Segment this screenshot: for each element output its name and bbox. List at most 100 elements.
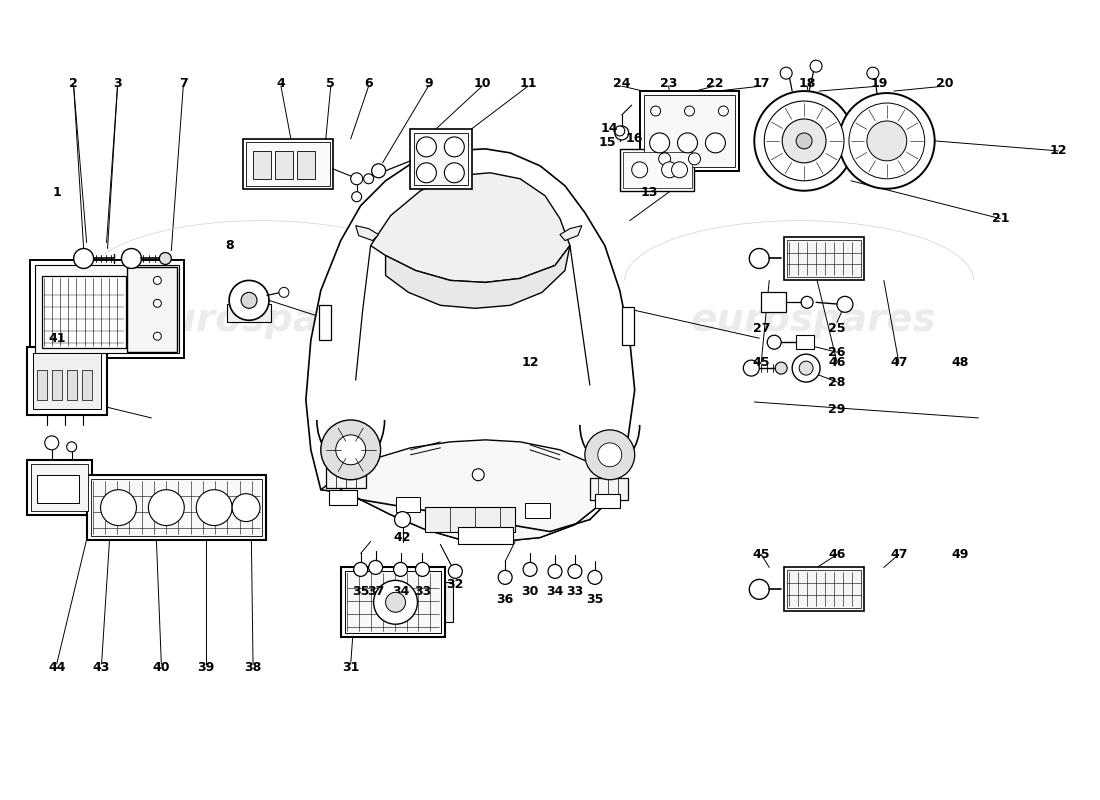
Text: 35: 35	[352, 585, 370, 598]
Text: 11: 11	[519, 77, 537, 90]
Circle shape	[849, 103, 925, 178]
Circle shape	[417, 137, 437, 157]
Text: 20: 20	[936, 77, 954, 90]
Bar	[243, 139, 333, 189]
Bar	[31, 464, 88, 510]
Circle shape	[352, 192, 362, 202]
Bar	[525, 502, 550, 518]
Circle shape	[650, 133, 670, 153]
Circle shape	[615, 126, 629, 140]
Bar	[341, 567, 446, 637]
Circle shape	[148, 490, 185, 526]
Bar	[623, 152, 692, 188]
Text: eurospares: eurospares	[690, 302, 936, 339]
Text: 28: 28	[828, 375, 846, 389]
Circle shape	[587, 570, 602, 584]
Bar	[788, 239, 861, 278]
Circle shape	[374, 580, 418, 624]
Circle shape	[568, 565, 582, 578]
Circle shape	[395, 512, 410, 527]
Circle shape	[368, 561, 383, 574]
Circle shape	[678, 133, 697, 153]
Circle shape	[153, 277, 162, 285]
Circle shape	[672, 162, 688, 178]
Bar	[30, 261, 185, 358]
Bar	[640, 91, 739, 170]
Text: 14: 14	[601, 122, 618, 135]
Text: 49: 49	[952, 548, 969, 561]
Circle shape	[837, 296, 852, 312]
Circle shape	[661, 162, 678, 178]
Circle shape	[449, 565, 462, 578]
Circle shape	[472, 469, 484, 481]
Circle shape	[810, 60, 822, 72]
Text: 19: 19	[870, 77, 888, 90]
Circle shape	[241, 292, 257, 308]
Circle shape	[867, 67, 879, 79]
Text: 34: 34	[392, 585, 409, 598]
Text: 44: 44	[48, 661, 66, 674]
Text: 34: 34	[547, 585, 563, 598]
Bar	[415, 133, 469, 185]
Circle shape	[153, 332, 162, 340]
Bar	[621, 307, 634, 345]
Bar	[784, 237, 864, 281]
Circle shape	[796, 133, 812, 149]
Text: 12: 12	[521, 356, 539, 369]
Polygon shape	[560, 226, 582, 241]
Text: 8: 8	[224, 239, 233, 252]
Text: 23: 23	[660, 77, 678, 90]
Bar	[67, 370, 77, 400]
Circle shape	[121, 249, 142, 269]
Bar	[26, 347, 107, 415]
Circle shape	[659, 153, 671, 165]
Circle shape	[799, 361, 813, 375]
Circle shape	[718, 106, 728, 116]
Text: 35: 35	[586, 593, 604, 606]
Text: 13: 13	[641, 186, 658, 199]
Circle shape	[444, 137, 464, 157]
Circle shape	[386, 592, 406, 612]
Circle shape	[792, 354, 821, 382]
Circle shape	[354, 562, 367, 576]
Circle shape	[615, 126, 625, 136]
Text: 6: 6	[364, 77, 373, 90]
Bar	[33, 353, 100, 409]
Bar	[410, 129, 472, 189]
Polygon shape	[306, 149, 635, 542]
Bar	[42, 277, 127, 348]
Bar	[36, 474, 78, 502]
Circle shape	[801, 296, 813, 308]
Text: 2: 2	[69, 77, 78, 90]
Bar	[329, 490, 356, 505]
Bar	[227, 304, 271, 322]
Text: 7: 7	[179, 77, 188, 90]
Text: 32: 32	[447, 578, 464, 591]
Bar	[326, 466, 365, 488]
Circle shape	[232, 494, 260, 522]
Text: 30: 30	[521, 585, 539, 598]
Circle shape	[351, 173, 363, 185]
Polygon shape	[355, 226, 378, 241]
Bar	[644, 95, 736, 167]
Circle shape	[45, 436, 58, 450]
Text: 5: 5	[327, 77, 336, 90]
Circle shape	[548, 565, 562, 578]
Circle shape	[585, 430, 635, 480]
Text: 45: 45	[752, 548, 770, 561]
Text: 16: 16	[626, 133, 644, 146]
Circle shape	[749, 249, 769, 269]
Bar	[246, 142, 330, 186]
Circle shape	[755, 91, 854, 190]
Text: 15: 15	[600, 136, 616, 150]
Circle shape	[229, 281, 270, 320]
Bar	[595, 494, 619, 508]
Bar	[253, 151, 271, 178]
Bar	[297, 151, 315, 178]
Circle shape	[684, 106, 694, 116]
Text: 12: 12	[1049, 144, 1067, 158]
Bar	[619, 149, 694, 190]
Text: 46: 46	[828, 356, 846, 369]
Text: 45: 45	[752, 356, 770, 369]
Circle shape	[782, 119, 826, 163]
